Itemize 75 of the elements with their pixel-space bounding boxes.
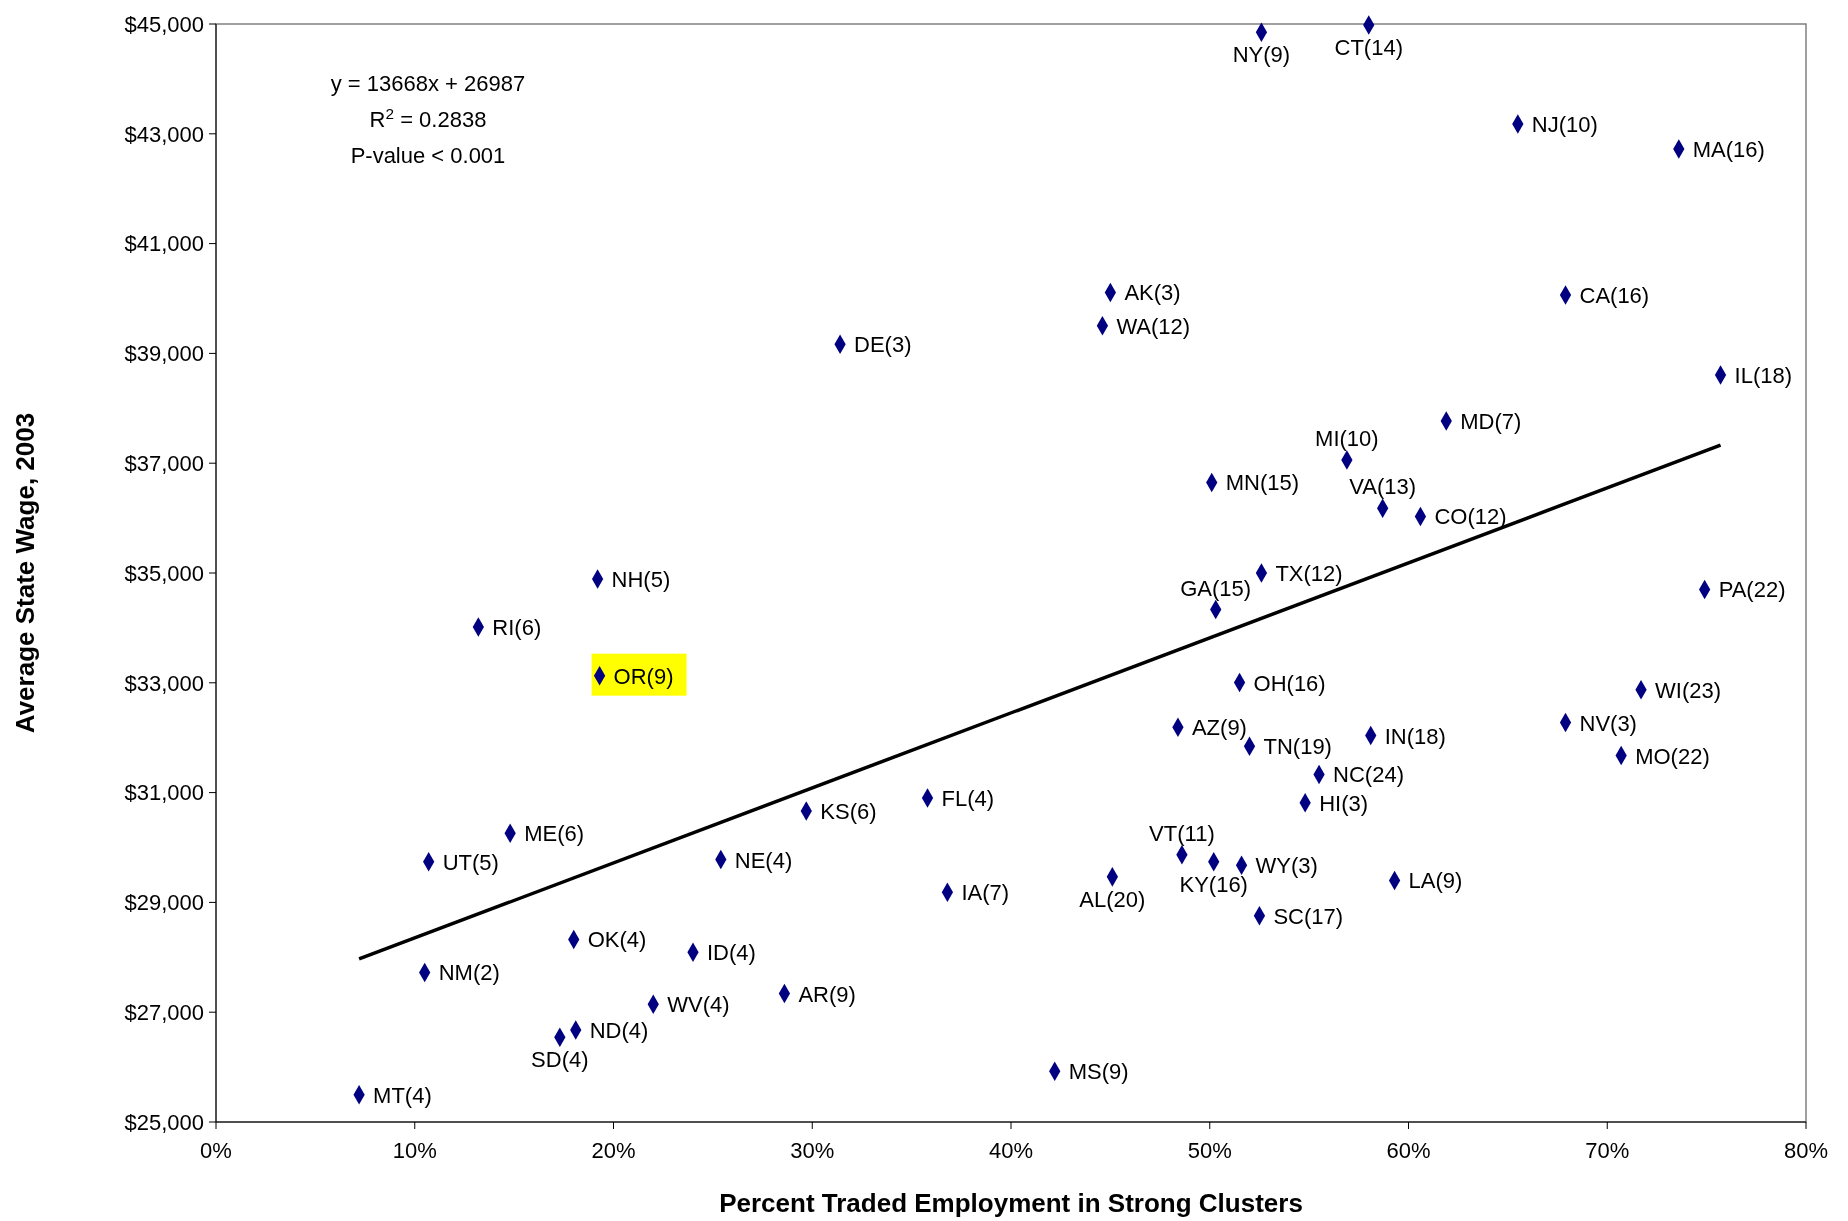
x-tick-label: 60% <box>1386 1138 1431 1163</box>
x-tick-label: 0% <box>200 1138 232 1163</box>
annotation: WA(12) <box>1116 313 1191 339</box>
annotation: NY(9) <box>1232 42 1291 68</box>
x-tick-label: 70% <box>1585 1138 1630 1163</box>
annotation: IL(18) <box>1734 363 1793 389</box>
y-tick-label: $35,000 <box>124 560 204 586</box>
annotation: MT(4) <box>373 1082 432 1108</box>
annotation: VA(13) <box>1349 474 1417 500</box>
y-tick-label: $25,000 <box>124 1109 204 1135</box>
annotation: TX(12) <box>1275 561 1343 586</box>
annotation: MO(22) <box>1635 743 1710 769</box>
annotation: MA(16) <box>1692 136 1765 162</box>
x-tick-label: 10% <box>392 1138 437 1163</box>
annotation: CT(14) <box>1334 35 1403 61</box>
annotation: MS(9) <box>1068 1059 1129 1085</box>
annotation: NM(2) <box>438 960 500 986</box>
annotation: ID(4) <box>707 940 756 966</box>
annotation: UT(5) <box>442 849 499 875</box>
annotation: WV(4) <box>667 992 730 1018</box>
annotation: ME(6) <box>524 821 585 847</box>
y-tick-label: $31,000 <box>124 780 204 806</box>
annotation: MN(15) <box>1225 470 1300 496</box>
y-axis-title: Average State Wage, 2003 <box>10 412 40 734</box>
y-tick-label: $37,000 <box>124 450 204 476</box>
x-tick-label: 80% <box>1783 1138 1829 1163</box>
annotation: WY(3) <box>1255 853 1318 879</box>
x-tick-label: 30% <box>790 1138 835 1163</box>
annotation: SD(4) <box>531 1047 589 1073</box>
annotation: MD(7) <box>1460 408 1522 434</box>
annotation: AK(3) <box>1124 280 1181 306</box>
y-tick-label: $33,000 <box>124 670 204 696</box>
x-tick-label: 20% <box>591 1138 636 1163</box>
x-axis-title: Percent Traded Employment in Strong Clusters <box>719 1188 1303 1218</box>
y-tick-label: $45,000 <box>124 11 204 37</box>
annotation: NV(3) <box>1579 710 1637 736</box>
annotation: CO(12) <box>1434 504 1507 530</box>
annotation: KS(6) <box>820 798 877 824</box>
annotation: AR(9) <box>798 981 856 1007</box>
annotation: HI(3) <box>1319 790 1369 816</box>
annotation: VT(11) <box>1149 820 1215 846</box>
x-tick-label: 50% <box>1187 1138 1232 1163</box>
annotation: DE(3) <box>854 332 912 358</box>
annotation: OK(4) <box>587 927 647 953</box>
annotation: P-value < 0.001 <box>350 143 506 168</box>
y-tick-label: $27,000 <box>124 999 204 1025</box>
annotation: WI(23) <box>1655 677 1722 703</box>
annotation: OR(9) <box>613 663 674 689</box>
annotation: AZ(9) <box>1191 715 1247 741</box>
annotation: PA(22) <box>1718 577 1786 603</box>
annotation: SC(17) <box>1273 903 1344 929</box>
annotation: R$^{2}$ = 0.2838 <box>369 104 487 132</box>
annotation: NH(5) <box>611 567 671 593</box>
y-tick-label: $29,000 <box>124 890 204 916</box>
annotation: GA(15) <box>1180 575 1252 601</box>
annotation: IN(18) <box>1384 723 1446 749</box>
y-tick-label: $43,000 <box>124 121 204 147</box>
annotation: ND(4) <box>589 1018 649 1044</box>
annotation: NE(4) <box>734 847 793 873</box>
y-tick-label: $41,000 <box>124 231 204 257</box>
annotation: CA(16) <box>1579 282 1650 308</box>
y-tick-label: $39,000 <box>124 341 204 367</box>
annotation: IA(7) <box>961 880 1010 906</box>
annotation: KY(16) <box>1179 871 1248 897</box>
annotation: NC(24) <box>1333 762 1404 788</box>
annotation: TN(19) <box>1263 734 1332 760</box>
annotation: LA(9) <box>1408 868 1463 894</box>
annotation: RI(6) <box>492 615 542 641</box>
annotation: MI(10) <box>1315 425 1379 451</box>
annotation: y = 13668x + 26987 <box>330 71 526 96</box>
annotation: OH(16) <box>1253 670 1326 696</box>
annotation: FL(4) <box>941 786 995 812</box>
annotation: AL(20) <box>1079 886 1146 912</box>
x-tick-label: 40% <box>988 1138 1034 1163</box>
annotation: NJ(10) <box>1531 111 1598 137</box>
